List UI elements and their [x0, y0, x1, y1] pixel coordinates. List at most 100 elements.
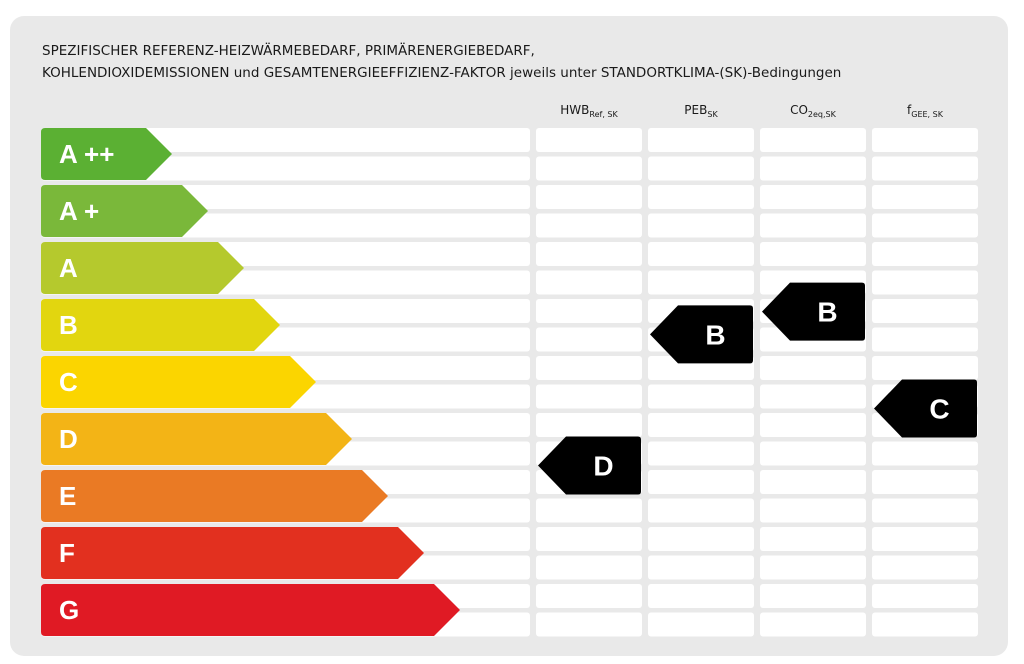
- grid-cell-0-1-3: [872, 156, 978, 181]
- class-arrow-0: [41, 128, 172, 180]
- class-arrow-8: [41, 584, 460, 636]
- class-arrow-label-7: F: [59, 538, 75, 568]
- grid-cell-5-1-1: [648, 441, 754, 466]
- grid-cell-1-1-0: [536, 213, 642, 238]
- column-header-co2-main: CO: [790, 103, 808, 117]
- class-arrow-3: [41, 299, 280, 351]
- grid-cell-2-1-0: [536, 270, 642, 295]
- rating-marker-label-0: D: [593, 451, 613, 482]
- grid-cell-0-0-0: [536, 128, 642, 152]
- grid-cell-8-0-1: [648, 584, 754, 608]
- class-arrow-2: [41, 242, 244, 294]
- grid-cell-8-0-2: [760, 584, 866, 608]
- grid-cell-8-1-1: [648, 612, 754, 637]
- column-header-fgee-main: f: [907, 103, 912, 117]
- grid-cell-7-0-2: [760, 527, 866, 551]
- class-arrow-label-5: D: [59, 424, 78, 454]
- grid-cell-0-0-2: [760, 128, 866, 152]
- class-arrow-label-0: A ++: [59, 139, 114, 169]
- grid-cell-2-0-0: [536, 242, 642, 266]
- rating-marker-0: [538, 436, 641, 495]
- grid-cell-1-0-2: [760, 185, 866, 209]
- grid-cell-8-0-0: [536, 584, 642, 608]
- grid-cell-7-1-2: [760, 555, 866, 580]
- grid-cell-0-0-1: [648, 128, 754, 152]
- grid-cell-8-1-0: [536, 612, 642, 637]
- rating-marker-2: [762, 282, 865, 341]
- rating-marker-3: [874, 379, 977, 438]
- column-header-peb: PEBSK: [648, 103, 754, 119]
- column-header-peb-sub: SK: [707, 110, 718, 119]
- class-arrow-4: [41, 356, 316, 408]
- rating-marker-label-3: C: [929, 394, 949, 425]
- class-arrow-7: [41, 527, 424, 579]
- grid-cell-6-1-3: [872, 498, 978, 523]
- grid-cell-3-0-3: [872, 299, 978, 323]
- grid-cell-4-1-0: [536, 384, 642, 409]
- grid-cell-7-1-1: [648, 555, 754, 580]
- class-arrow-label-4: C: [59, 367, 78, 397]
- column-header-hwb-sub: Ref, SK: [589, 110, 618, 119]
- rating-marker-label-1: B: [705, 319, 725, 350]
- column-header-hwb: HWBRef, SK: [536, 103, 642, 119]
- grid-cell-2-0-1: [648, 242, 754, 266]
- grid-cell-4-1-2: [760, 384, 866, 409]
- grid-cell-5-0-0: [536, 413, 642, 437]
- grid-cell-2-1-1: [648, 270, 754, 295]
- column-header-co2: CO2eq,SK: [760, 103, 866, 119]
- grid-cell-7-1-3: [872, 555, 978, 580]
- grid-cell-0-1-1: [648, 156, 754, 181]
- grid-cell-5-1-3: [872, 441, 978, 466]
- grid-cell-7-0-3: [872, 527, 978, 551]
- grid-cell-5-0-2: [760, 413, 866, 437]
- grid-cell-1-0-0: [536, 185, 642, 209]
- grid-cell-7-0-1: [648, 527, 754, 551]
- grid-cell-6-1-0: [536, 498, 642, 523]
- grid-cell-5-1-2: [760, 441, 866, 466]
- grid-cell-3-1-0: [536, 327, 642, 352]
- grid-cell-4-0-2: [760, 356, 866, 380]
- class-arrow-label-8: G: [59, 595, 79, 625]
- grid-cell-2-0-2: [760, 242, 866, 266]
- class-arrow-label-1: A +: [59, 196, 99, 226]
- grid-cell-3-0-0: [536, 299, 642, 323]
- grid-cell-3-1-3: [872, 327, 978, 352]
- rating-marker-1: [650, 305, 753, 364]
- grid-cell-6-1-1: [648, 498, 754, 523]
- column-header-co2-sub: 2eq,SK: [807, 110, 836, 119]
- grid-cell-4-1-1: [648, 384, 754, 409]
- column-header-hwb-main: HWB: [560, 103, 590, 117]
- grid-cell-6-0-3: [872, 470, 978, 494]
- grid-cell-8-0-3: [872, 584, 978, 608]
- grid-cell-4-0-3: [872, 356, 978, 380]
- column-header-fgee: fGEE, SK: [872, 103, 978, 119]
- class-arrow-label-6: E: [59, 481, 76, 511]
- grid-cell-6-0-2: [760, 470, 866, 494]
- class-arrow-label-3: B: [59, 310, 78, 340]
- class-arrow-5: [41, 413, 352, 465]
- grid-cell-5-0-1: [648, 413, 754, 437]
- column-header-peb-main: PEB: [684, 103, 708, 117]
- grid-cell-0-0-3: [872, 128, 978, 152]
- title-line-1: SPEZIFISCHER REFERENZ-HEIZWÄRMEBEDARF, P…: [42, 43, 535, 59]
- title-line-2: KOHLENDIOXIDEMISSIONEN und GESAMTENERGIE…: [42, 65, 842, 81]
- class-arrow-6: [41, 470, 388, 522]
- grid-cell-1-1-2: [760, 213, 866, 238]
- grid-cell-2-0-3: [872, 242, 978, 266]
- grid-cell-7-1-0: [536, 555, 642, 580]
- rating-marker-label-2: B: [817, 297, 837, 328]
- grid-cell-1-0-3: [872, 185, 978, 209]
- grid-cell-0-1-2: [760, 156, 866, 181]
- chart-title: SPEZIFISCHER REFERENZ-HEIZWÄRMEBEDARF, P…: [42, 40, 982, 84]
- grid-cell-4-0-0: [536, 356, 642, 380]
- grid-cell-1-1-1: [648, 213, 754, 238]
- class-arrow-1: [41, 185, 208, 237]
- grid-cell-0-1-0: [536, 156, 642, 181]
- column-header-fgee-sub: GEE, SK: [911, 110, 943, 119]
- grid-cell-2-1-3: [872, 270, 978, 295]
- grid-cell-6-1-2: [760, 498, 866, 523]
- grid-cell-8-1-3: [872, 612, 978, 637]
- class-arrow-label-2: A: [59, 253, 78, 283]
- grid-cell-1-0-1: [648, 185, 754, 209]
